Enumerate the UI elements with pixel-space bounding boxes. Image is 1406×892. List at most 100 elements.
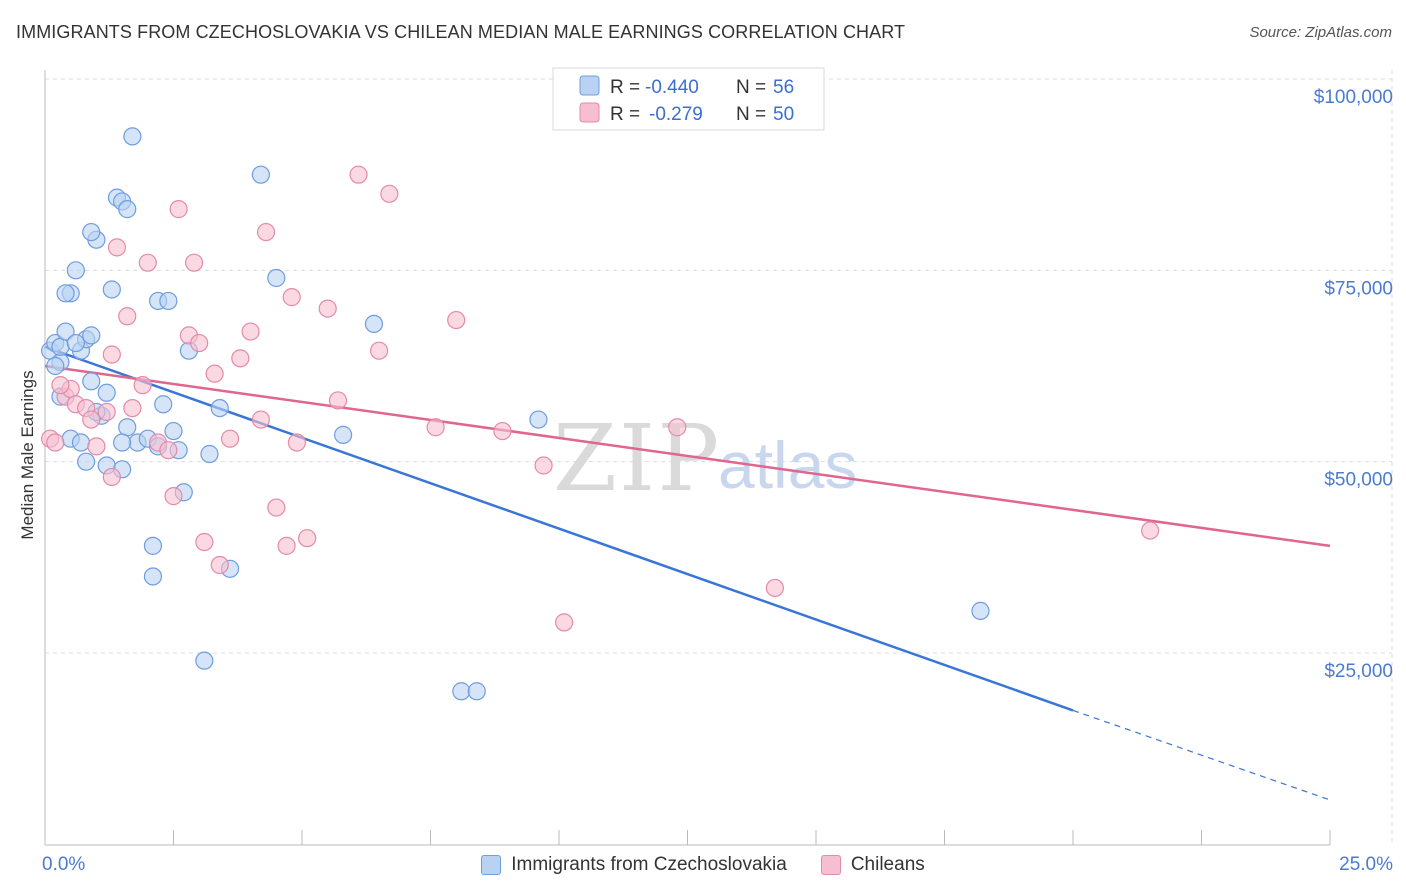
point-chileans	[1140, 521, 1160, 540]
point-chileans	[123, 398, 142, 418]
point-czechoslovakia	[82, 372, 101, 391]
point-czechoslovakia	[334, 425, 353, 444]
point-czechoslovakia	[971, 601, 990, 621]
point-czechoslovakia	[118, 200, 137, 219]
point-chileans	[534, 456, 553, 475]
point-chileans	[87, 437, 106, 456]
point-czechoslovakia	[159, 291, 178, 311]
y-tick-label: $50,000	[1324, 470, 1393, 491]
stats-legend-pink-r-label: R =	[610, 104, 640, 125]
point-czechoslovakia	[143, 536, 163, 555]
data-points	[41, 127, 1160, 701]
stats-legend-blue-n-label: N =	[736, 77, 766, 98]
point-chileans	[205, 364, 224, 383]
point-czechoslovakia	[66, 333, 85, 353]
point-czechoslovakia	[467, 682, 486, 701]
legend-label-chileans: Chileans	[850, 854, 925, 875]
point-chileans	[164, 487, 183, 506]
point-czechoslovakia	[118, 418, 137, 437]
point-chileans	[493, 421, 512, 441]
point-czechoslovakia	[210, 398, 229, 418]
point-chileans	[370, 341, 389, 360]
point-czechoslovakia	[82, 326, 101, 345]
point-chileans	[82, 410, 101, 429]
point-chileans	[251, 410, 270, 429]
watermark-atlas: atlas	[718, 428, 857, 502]
point-chileans	[287, 433, 306, 452]
watermark: ZIP atlas	[553, 405, 857, 512]
point-czechoslovakia	[364, 314, 384, 334]
point-chileans	[765, 578, 784, 598]
point-chileans	[107, 238, 127, 257]
point-czechoslovakia	[452, 682, 471, 701]
point-chileans	[555, 613, 574, 632]
stats-legend-pink-swatch	[579, 102, 600, 123]
point-czechoslovakia	[154, 395, 173, 414]
point-chileans	[298, 529, 317, 548]
chart-title: IMMIGRANTS FROM CZECHOSLOVAKIA VS CHILEA…	[16, 22, 906, 42]
point-chileans	[133, 376, 152, 395]
point-chileans	[447, 310, 466, 330]
legend-label-czechoslovakia: Immigrants from Czechoslovakia	[511, 854, 787, 875]
point-czechoslovakia	[56, 322, 75, 341]
point-chileans	[241, 322, 260, 341]
point-czechoslovakia	[251, 165, 270, 184]
x-tick-label-max: 25.0%	[1339, 854, 1393, 875]
point-chileans	[231, 349, 250, 368]
trendline-chileans	[44, 364, 1331, 548]
point-czechoslovakia	[77, 452, 96, 471]
point-czechoslovakia	[112, 433, 132, 452]
point-chileans	[328, 391, 348, 410]
point-chileans	[318, 299, 337, 318]
point-czechoslovakia	[56, 284, 75, 303]
legend-item-czechoslovakia[interactable]: Immigrants from Czechoslovakia	[481, 854, 787, 876]
point-chileans	[102, 467, 121, 487]
point-czechoslovakia	[46, 356, 65, 376]
stats-legend-pink-r-value: -0.279	[649, 104, 703, 125]
point-czechoslovakia	[195, 651, 214, 670]
y-tick-label: $25,000	[1324, 661, 1393, 682]
point-czechoslovakia	[102, 280, 121, 299]
legend-swatch-pink	[820, 855, 841, 875]
series-legend: Immigrants from Czechoslovakia Chileans	[0, 850, 1406, 880]
point-czechoslovakia	[123, 127, 142, 146]
x-tick-labels: 0.0% 25.0%	[42, 854, 1393, 875]
point-chileans	[426, 418, 445, 437]
point-chileans	[210, 555, 229, 575]
point-czechoslovakia	[82, 222, 101, 242]
point-chileans	[277, 536, 296, 555]
point-chileans	[668, 418, 687, 437]
point-czechoslovakia	[51, 337, 70, 356]
trendline-czechoslovakia-extension	[1072, 709, 1331, 801]
point-chileans	[380, 184, 399, 203]
watermark-zip: ZIP	[553, 405, 721, 512]
point-chileans	[256, 222, 276, 242]
point-chileans	[118, 307, 137, 326]
point-chileans	[184, 253, 204, 272]
point-chileans	[159, 441, 178, 460]
point-chileans	[51, 376, 70, 395]
point-chileans	[138, 253, 157, 272]
point-chileans	[190, 333, 209, 353]
y-axis-label: Median Male Earnings	[18, 370, 37, 539]
point-chileans	[97, 402, 116, 422]
y-tick-labels: $25,000 $50,000 $75,000 $100,000	[1314, 87, 1393, 682]
y-tick-label: $100,000	[1314, 87, 1393, 108]
stats-legend-blue-n-value: 56	[773, 77, 794, 98]
stats-legend-pink-n-value: 50	[773, 104, 794, 125]
point-chileans	[267, 498, 286, 517]
point-czechoslovakia	[143, 567, 163, 586]
grid-lines	[45, 70, 1393, 845]
point-chileans	[220, 429, 240, 448]
stats-legend-pink-n-label: N =	[736, 104, 766, 125]
point-chileans	[102, 345, 121, 364]
point-chileans	[349, 165, 368, 184]
source-label: Source: ZipAtlas.com	[1249, 24, 1392, 41]
legend-item-chileans[interactable]: Chileans	[820, 854, 925, 876]
legend-swatch-blue	[481, 855, 502, 875]
point-czechoslovakia	[267, 268, 286, 288]
stats-legend: R = -0.440 N = 56 R = -0.279 N = 50	[552, 67, 825, 131]
stats-legend-blue-r-label: R =	[610, 77, 640, 98]
point-czechoslovakia	[71, 433, 91, 452]
